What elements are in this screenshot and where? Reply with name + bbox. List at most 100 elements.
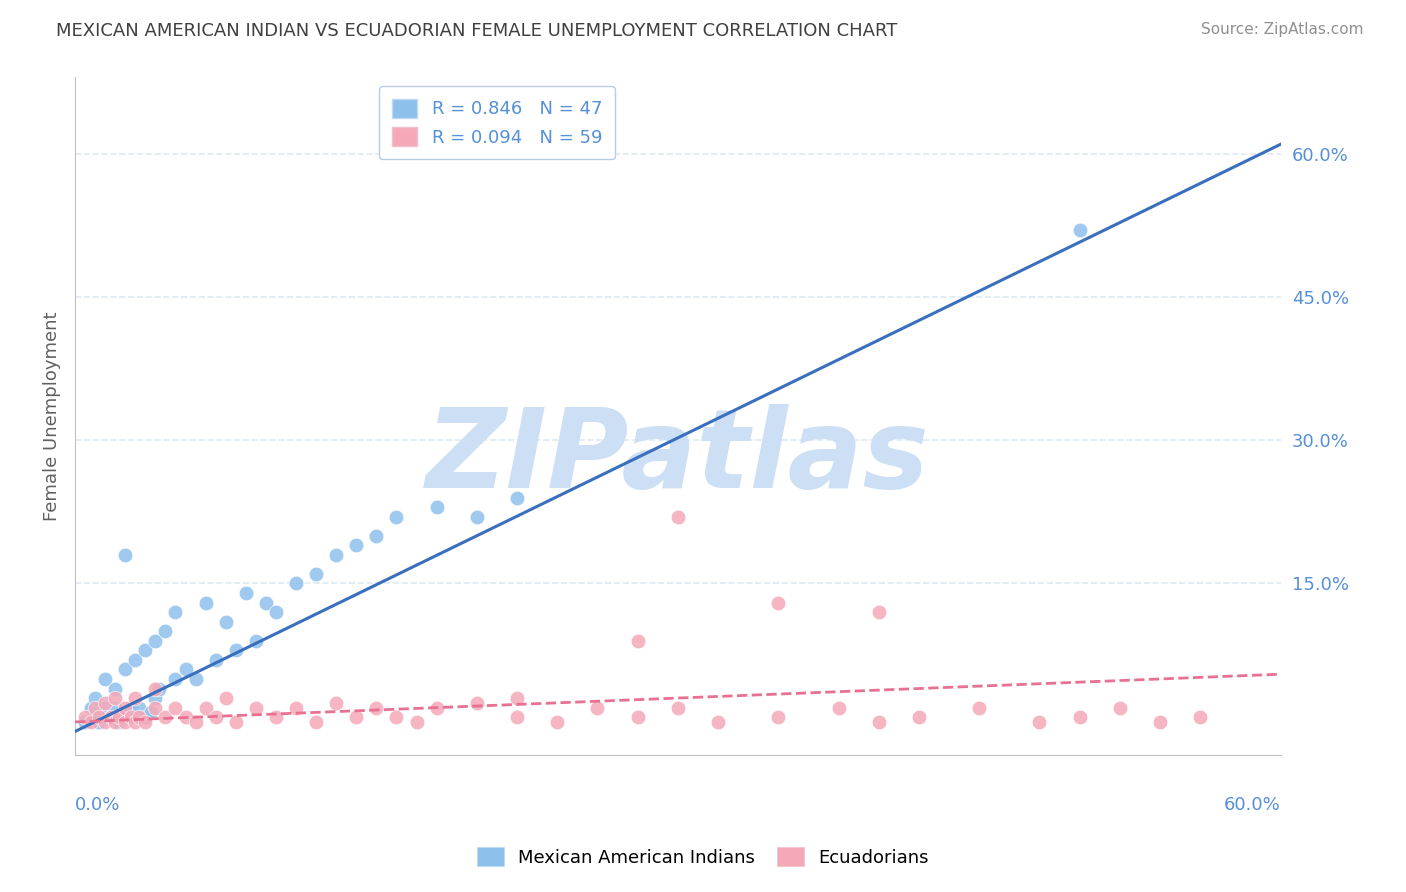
Point [124,653,146,667]
Point [145,691,167,706]
Point [114,700,136,714]
Point [385,710,408,724]
Point [827,700,849,714]
Point [94,714,117,729]
Point [114,662,136,676]
Point [174,662,197,676]
Point [134,714,156,729]
Point [124,710,146,724]
Point [120,700,142,714]
Point [194,700,217,714]
Point [145,633,167,648]
Point [465,509,488,524]
Point [165,672,187,686]
Point [264,710,287,724]
Point [506,710,529,724]
Point [215,615,238,629]
Point [104,714,127,729]
Point [908,710,931,724]
Point [344,710,367,724]
Point [285,576,308,591]
Point [124,691,146,706]
Point [104,700,127,714]
Point [141,706,163,720]
Point [626,710,648,724]
Point [120,710,142,724]
Text: 0.0%: 0.0% [75,796,121,814]
Point [385,509,408,524]
Point [87,714,110,729]
Point [84,700,107,714]
Point [506,491,529,505]
Point [114,548,136,562]
Point [184,672,207,686]
Point [967,700,990,714]
Point [405,714,427,729]
Y-axis label: Female Unemployment: Female Unemployment [44,311,60,521]
Point [1108,700,1130,714]
Point [245,633,267,648]
Point [325,696,347,710]
Point [707,714,730,729]
Point [426,700,449,714]
Point [94,672,117,686]
Point [87,710,110,724]
Point [108,714,131,729]
Point [73,714,96,729]
Point [84,710,107,724]
Point [254,596,277,610]
Point [194,596,217,610]
Point [305,714,328,729]
Point [768,710,790,724]
Text: Source: ZipAtlas.com: Source: ZipAtlas.com [1201,22,1364,37]
Point [546,714,568,729]
Point [108,710,131,724]
Point [145,700,167,714]
Point [426,500,449,514]
Point [366,529,388,543]
Legend: R = 0.846   N = 47, R = 0.094   N = 59: R = 0.846 N = 47, R = 0.094 N = 59 [380,87,614,160]
Text: ZIPatlas: ZIPatlas [426,403,929,510]
Point [626,633,648,648]
Point [1149,714,1171,729]
Point [215,691,238,706]
Point [155,710,177,724]
Point [134,710,156,724]
Point [225,714,247,729]
Point [325,548,347,562]
Point [128,710,150,724]
Point [165,700,187,714]
Point [264,605,287,619]
Point [73,710,96,724]
Point [165,605,187,619]
Point [80,700,103,714]
Point [114,714,136,729]
Point [1069,710,1091,724]
Point [94,696,117,710]
Point [1028,714,1050,729]
Point [366,700,388,714]
Text: MEXICAN AMERICAN INDIAN VS ECUADORIAN FEMALE UNEMPLOYMENT CORRELATION CHART: MEXICAN AMERICAN INDIAN VS ECUADORIAN FE… [56,22,897,40]
Point [1069,223,1091,237]
Point [868,714,890,729]
Point [80,714,103,729]
Point [1189,710,1212,724]
Legend: Mexican American Indians, Ecuadorians: Mexican American Indians, Ecuadorians [470,840,936,874]
Point [666,509,689,524]
Point [145,681,167,696]
Point [225,643,247,657]
Point [235,586,257,600]
Point [285,700,308,714]
Point [174,710,197,724]
Point [465,696,488,710]
Point [868,605,890,619]
Text: 60.0%: 60.0% [1223,796,1281,814]
Point [245,700,267,714]
Point [506,691,529,706]
Point [100,710,122,724]
Point [204,653,226,667]
Point [184,714,207,729]
Point [104,691,127,706]
Point [124,714,146,729]
Point [94,700,117,714]
